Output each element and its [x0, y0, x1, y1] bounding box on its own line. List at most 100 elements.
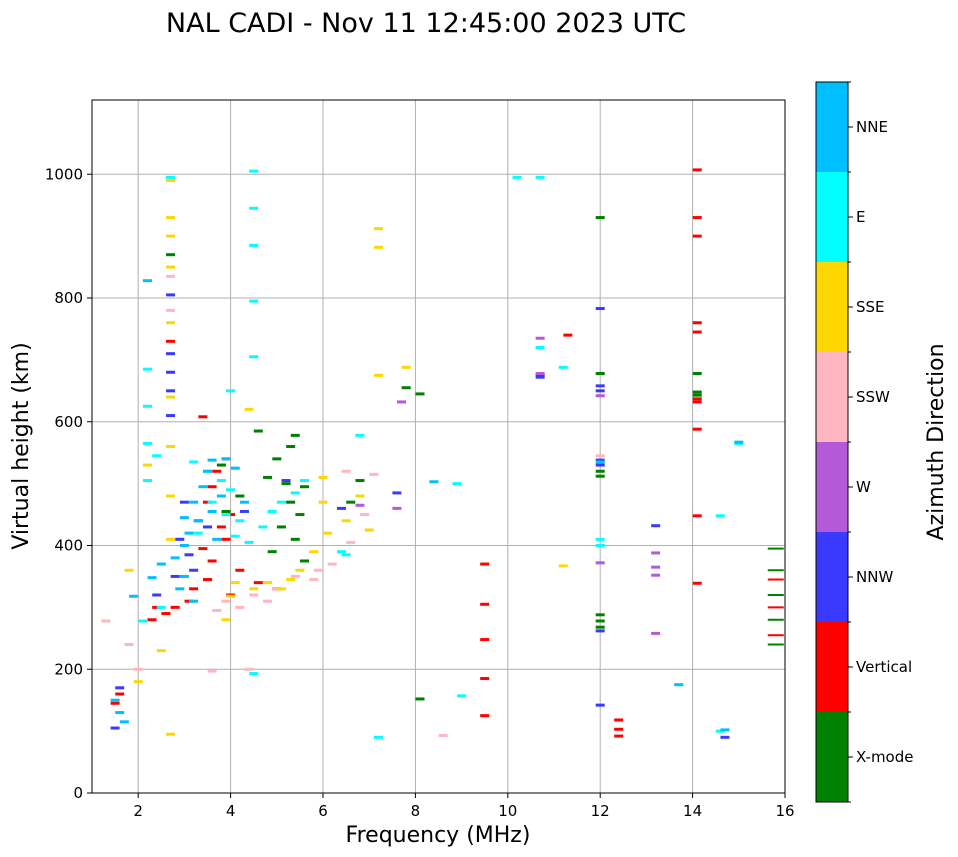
y-tick-label: 400	[54, 537, 83, 555]
data-point-vertical	[692, 330, 702, 334]
data-point-sse	[364, 528, 374, 532]
data-point-vertical	[253, 581, 263, 585]
data-point-x-mode	[595, 474, 605, 478]
data-point-sse	[166, 265, 176, 269]
data-point-nnw	[651, 524, 661, 528]
data-point-x-mode	[401, 386, 411, 390]
data-point-nnw	[170, 574, 180, 578]
data-point-ssw	[235, 605, 245, 609]
data-point-sse	[276, 587, 286, 591]
data-point-vertical	[692, 427, 702, 431]
data-point-x-mode	[263, 475, 273, 479]
data-point-e	[267, 509, 277, 513]
data-point-e	[715, 729, 725, 733]
data-point-sse	[323, 531, 333, 535]
data-point-e	[226, 488, 236, 492]
data-point-nnw	[166, 370, 176, 374]
data-point-vertical	[480, 638, 490, 642]
x-tick-label: 10	[498, 802, 517, 820]
data-point-e	[249, 206, 259, 210]
data-point-e	[221, 513, 231, 517]
data-point-nne	[170, 556, 180, 560]
x-axis-ticks: 2 4 6 8 10 12 14 16	[133, 793, 795, 820]
x-tick-label: 12	[591, 802, 610, 820]
data-point-x-mode	[267, 550, 277, 554]
data-point-nne	[147, 576, 157, 580]
data-point-sse	[166, 395, 176, 399]
data-point-vertical	[226, 513, 236, 517]
data-point-e	[249, 672, 259, 676]
data-point-e	[230, 534, 240, 538]
colorbar-segment	[816, 262, 848, 352]
data-point-vertical	[692, 397, 702, 401]
colorbar-tick-label: SSW	[856, 388, 890, 406]
data-point-nnw	[189, 568, 199, 572]
colorbar-tick-label: SSE	[856, 298, 885, 316]
colorbar-segment	[816, 442, 848, 532]
data-point-e	[207, 500, 217, 504]
data-point-ssw	[124, 643, 134, 646]
data-point-sse	[318, 500, 328, 504]
data-point-nnw	[281, 479, 291, 483]
data-point-x-mode	[281, 482, 291, 486]
data-point-e	[535, 346, 545, 349]
data-point-vertical	[147, 618, 157, 622]
data-point-sse	[166, 732, 176, 736]
data-point-ssw	[346, 540, 356, 544]
data-point-e	[512, 175, 522, 179]
data-point-w	[651, 565, 661, 569]
data-point-sse	[318, 475, 328, 479]
data-point-ssw	[249, 593, 259, 597]
colorbar-tick-label: W	[856, 478, 871, 496]
data-point-x-mode	[235, 494, 245, 498]
data-point-vertical	[614, 718, 624, 722]
data-point-x-mode	[216, 463, 226, 467]
chart-title: NAL CADI - Nov 11 12:45:00 2023 UTC	[166, 8, 686, 39]
data-point-w	[535, 336, 545, 340]
data-point-nne	[734, 440, 744, 444]
data-point-e	[715, 514, 725, 518]
data-point-vertical	[692, 514, 702, 518]
data-point-w	[595, 561, 605, 565]
data-point-w	[392, 506, 402, 510]
data-point-nne	[115, 711, 125, 715]
data-point-nne	[179, 544, 189, 547]
data-point-x-mode	[221, 509, 231, 513]
data-point-e	[235, 519, 245, 523]
data-point-vertical	[614, 734, 624, 738]
x-tick-label: 4	[226, 802, 236, 820]
data-point-e	[300, 479, 310, 483]
data-point-nne	[221, 457, 231, 461]
data-point-ssw	[290, 574, 300, 578]
data-point-sse	[309, 550, 319, 554]
colorbar-tick-label: E	[856, 208, 865, 226]
data-point-e	[373, 735, 383, 739]
data-point-ssw	[313, 568, 323, 572]
data-point-e	[226, 389, 236, 393]
data-point-nne	[207, 458, 217, 462]
data-point-vertical	[535, 373, 545, 377]
data-point-e	[276, 500, 286, 504]
data-point-nnw	[184, 553, 194, 557]
data-point-nne	[189, 500, 199, 504]
data-point-ssw	[272, 587, 282, 591]
data-point-vertical	[221, 537, 231, 541]
data-point-sse	[286, 578, 296, 582]
data-point-x-mode	[767, 618, 784, 621]
y-tick-label: 600	[54, 413, 83, 431]
data-point-nne	[216, 494, 226, 498]
data-point-vertical	[161, 612, 171, 616]
data-point-sse	[226, 594, 236, 598]
data-point-vertical	[212, 469, 222, 473]
data-point-nnw	[392, 491, 402, 495]
data-point-sse	[166, 216, 176, 220]
data-point-nnw	[595, 389, 605, 393]
data-point-nnw	[166, 293, 176, 297]
colorbar: X-mode Vertical NNW W SSW SSE E NNE	[815, 81, 913, 803]
data-points	[101, 168, 784, 739]
data-point-sse	[401, 365, 411, 369]
data-point-ssw	[341, 469, 351, 473]
data-point-x-mode	[692, 371, 702, 375]
data-point-ssw	[207, 669, 217, 673]
x-tick-label: 16	[775, 802, 794, 820]
